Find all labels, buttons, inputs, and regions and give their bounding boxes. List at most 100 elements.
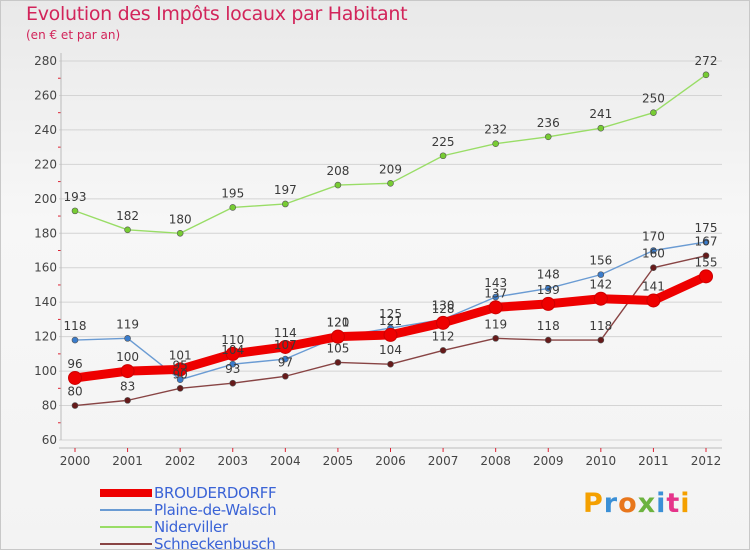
x-tick-label: 2004 bbox=[270, 454, 301, 468]
data-label: 141 bbox=[642, 279, 665, 293]
legend-label: BROUDERDORFF bbox=[154, 483, 277, 502]
legend-label: Niderviller bbox=[154, 517, 228, 536]
data-label: 95 bbox=[173, 359, 188, 373]
data-point bbox=[650, 247, 657, 254]
data-label: 137 bbox=[484, 286, 507, 300]
data-point bbox=[334, 359, 342, 366]
logo-letter: x bbox=[637, 488, 657, 519]
data-point bbox=[124, 335, 131, 342]
data-point bbox=[229, 204, 237, 211]
data-label: 130 bbox=[432, 298, 455, 312]
logo-letter: i bbox=[680, 488, 691, 519]
data-label: 175 bbox=[695, 221, 718, 235]
data-point bbox=[176, 229, 184, 237]
data-point bbox=[702, 252, 710, 259]
data-label: 114 bbox=[274, 326, 297, 340]
y-tick-label: 140 bbox=[34, 295, 57, 309]
legend-swatch bbox=[100, 488, 152, 497]
data-point bbox=[282, 355, 289, 363]
data-label: 125 bbox=[379, 307, 402, 321]
data-label: 195 bbox=[221, 186, 244, 200]
data-label: 104 bbox=[379, 343, 402, 357]
data-label: 118 bbox=[589, 319, 612, 333]
data-point bbox=[229, 379, 237, 387]
data-label: 128 bbox=[432, 302, 455, 316]
data-label: 167 bbox=[695, 235, 718, 249]
x-tick-label: 2003 bbox=[217, 454, 248, 468]
data-label: 160 bbox=[642, 247, 665, 261]
legend-swatch bbox=[100, 525, 152, 528]
data-label: 105 bbox=[326, 341, 349, 355]
data-label: 142 bbox=[589, 278, 612, 292]
data-label: 193 bbox=[64, 190, 87, 204]
data-point bbox=[334, 181, 342, 189]
x-tick-label: 2006 bbox=[375, 454, 406, 468]
data-label: 119 bbox=[484, 317, 507, 331]
data-point bbox=[124, 226, 131, 234]
data-point bbox=[541, 296, 556, 311]
legend-item: Niderviller bbox=[100, 517, 400, 536]
data-point bbox=[597, 271, 605, 278]
y-tick-label: 100 bbox=[34, 364, 57, 378]
data-label: 236 bbox=[537, 116, 560, 130]
data-point bbox=[702, 71, 710, 79]
proxiti-logo: Proxiti bbox=[583, 488, 691, 519]
chart-subtitle: (en € et par an) bbox=[26, 28, 121, 42]
data-point bbox=[383, 327, 398, 342]
data-label: 120 bbox=[326, 316, 349, 330]
data-label: 121 bbox=[326, 316, 349, 330]
data-point bbox=[699, 269, 713, 284]
plot-area bbox=[59, 53, 722, 440]
data-point bbox=[71, 402, 79, 409]
y-tick-label: 180 bbox=[34, 226, 57, 240]
data-label: 250 bbox=[642, 92, 665, 106]
data-label: 118 bbox=[537, 319, 560, 333]
logo-letter: P bbox=[583, 488, 604, 519]
y-tick-label: 120 bbox=[34, 330, 57, 344]
legend-swatch bbox=[100, 542, 152, 545]
x-tick-label: 2005 bbox=[323, 454, 354, 468]
data-point bbox=[702, 238, 710, 246]
data-label: 101 bbox=[169, 348, 192, 362]
data-label: 139 bbox=[537, 283, 560, 297]
data-label: 96 bbox=[67, 357, 82, 371]
legend-swatch bbox=[100, 508, 152, 511]
data-point bbox=[71, 207, 79, 215]
data-point bbox=[173, 362, 188, 377]
y-tick-label: 80 bbox=[42, 399, 57, 413]
data-label: 272 bbox=[695, 54, 718, 68]
data-point bbox=[387, 360, 394, 368]
data-label: 121 bbox=[379, 314, 402, 328]
data-point bbox=[71, 336, 79, 344]
data-label: 143 bbox=[484, 276, 507, 290]
data-point bbox=[176, 385, 184, 392]
chart-legend: BROUDERDORFF Plaine-de-Walsch Niderviller S… bbox=[100, 483, 400, 553]
data-point bbox=[124, 397, 131, 404]
data-point bbox=[597, 336, 605, 344]
data-label: 90 bbox=[173, 367, 188, 381]
data-label: 155 bbox=[695, 255, 718, 269]
x-tick-label: 2001 bbox=[112, 454, 143, 468]
logo-letter: i bbox=[656, 488, 667, 519]
legend-item: Plaine-de-Walsch bbox=[100, 501, 400, 519]
data-point bbox=[597, 124, 605, 132]
y-tick-label: 260 bbox=[34, 88, 57, 102]
data-label: 93 bbox=[225, 362, 240, 376]
data-label: 148 bbox=[537, 267, 560, 281]
data-point bbox=[646, 293, 661, 308]
data-point bbox=[544, 336, 552, 344]
data-label: 180 bbox=[169, 212, 192, 226]
x-tick-label: 2000 bbox=[60, 454, 91, 468]
data-point bbox=[488, 300, 503, 315]
data-label: 156 bbox=[589, 254, 612, 268]
data-label: 225 bbox=[432, 135, 455, 149]
data-point bbox=[439, 152, 447, 160]
data-point bbox=[650, 109, 657, 116]
y-tick-label: 60 bbox=[42, 433, 57, 447]
data-point bbox=[229, 360, 237, 368]
data-point bbox=[387, 180, 394, 187]
legend-label: Schneckenbusch bbox=[154, 534, 276, 553]
data-label: 170 bbox=[642, 230, 665, 244]
x-tick-label: 2010 bbox=[586, 454, 617, 468]
